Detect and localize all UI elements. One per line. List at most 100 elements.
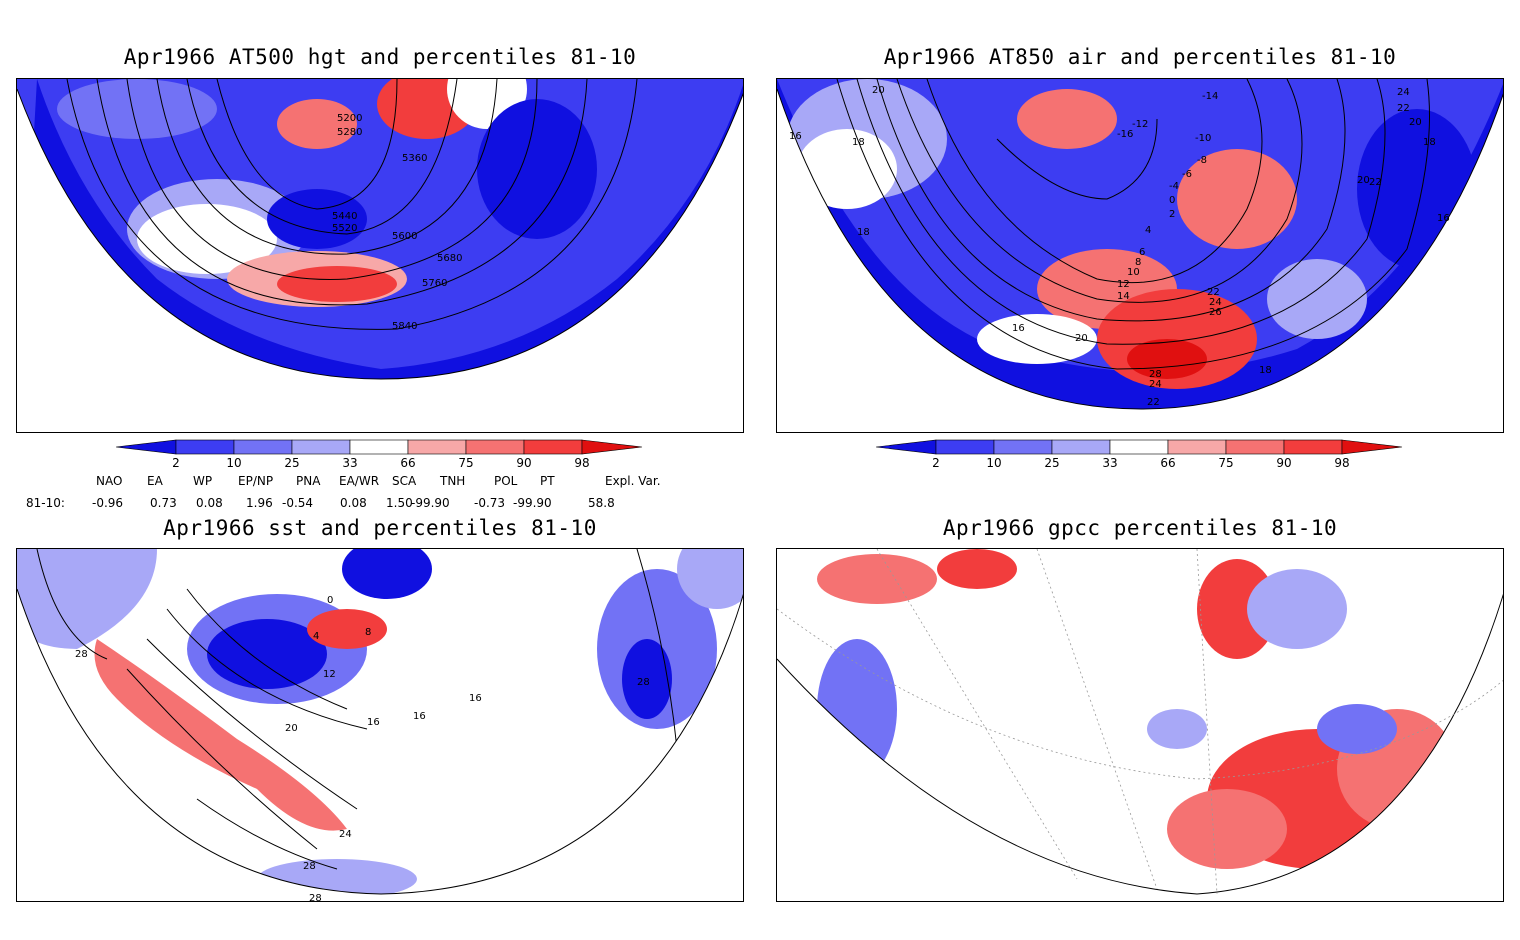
panel2-map: 20 16 18 18 -14 -12 -16 -10 -8 -6 -4 0 2… (776, 78, 1504, 433)
panel3-title: Apr1966 sst and percentiles 81-10 (163, 516, 597, 540)
index-value: -0.54 (282, 496, 314, 510)
contour-label: 22 (1397, 103, 1410, 114)
contour-label: 24 (1397, 87, 1410, 98)
contour-label: 5840 (392, 321, 417, 332)
index-header: WP (193, 474, 213, 488)
colorbar-swatches (876, 439, 1403, 455)
contour-label: 20 (872, 85, 885, 96)
contour-label: -10 (1195, 133, 1211, 144)
contour-label: 18 (852, 137, 865, 148)
panel1-map-svg: 5200 5280 5360 5440 5520 5600 5680 5760 … (17, 79, 743, 380)
contour-label: 24 (1149, 379, 1162, 390)
panel4-shading (777, 549, 1503, 894)
contour-label: 5360 (402, 153, 427, 164)
panel3-map-svg: 28 0 4 8 12 16 20 24 28 28 16 16 28 (17, 549, 743, 902)
contour-label: 18 (1259, 365, 1272, 376)
panel2-title: Apr1966 AT850 air and percentiles 81-10 (883, 45, 1397, 69)
index-value: -0.73 (474, 496, 506, 510)
contour-label: 4 (1145, 225, 1151, 236)
colorbar-top-right: 2 10 25 33 66 75 90 98 (876, 439, 1406, 479)
contour-label: 5680 (437, 253, 462, 264)
index-value: -99.90 (411, 496, 450, 510)
index-header: EA (147, 474, 163, 488)
colorbar-label: 98 (574, 456, 590, 470)
contour-label: 28 (1149, 369, 1162, 380)
colorbar-label: 10 (986, 456, 1002, 470)
panel1-title: Apr1966 AT500 hgt and percentiles 81-10 (123, 45, 637, 69)
colorbar-label: 25 (284, 456, 300, 470)
colorbar-top-left: 2 10 25 33 66 75 90 98 (116, 439, 646, 479)
index-header: EP/NP (238, 474, 274, 488)
colorbar-label: 2 (932, 456, 940, 470)
contour-label: 16 (789, 131, 802, 142)
contour-label: 28 (637, 677, 650, 688)
index-header: Expl. Var. (605, 474, 661, 488)
contour-label: 0 (1169, 195, 1175, 206)
contour-label: -8 (1197, 155, 1207, 166)
index-value: 58.8 (588, 496, 615, 510)
colorbar-label: 10 (226, 456, 242, 470)
panel3-contours (36, 549, 678, 870)
panel1-map: 5200 5280 5360 5440 5520 5600 5680 5760 … (16, 78, 744, 433)
index-value: 1.50 (386, 496, 413, 510)
contour-label: 5200 (337, 113, 362, 124)
contour-label: 5600 (392, 231, 417, 242)
index-value: 0.08 (340, 496, 367, 510)
colorbar-swatches (116, 439, 643, 455)
contour-label: 22 (1369, 177, 1382, 188)
contour-label: 5440 (332, 211, 357, 222)
index-row-label: 81-10: (26, 496, 65, 510)
contour-label: 26 (1209, 307, 1222, 318)
panel3-shading (17, 549, 743, 894)
index-header: SCA (392, 474, 417, 488)
colorbar-label: 90 (1276, 456, 1292, 470)
contour-label: 20 (1357, 175, 1370, 186)
contour-label: 20 (1075, 333, 1088, 344)
contour-label: 28 (75, 649, 88, 660)
contour-label: 2 (1169, 209, 1175, 220)
colorbar-label: 98 (1334, 456, 1350, 470)
contour-label: -6 (1182, 169, 1192, 180)
contour-label: 5760 (422, 278, 447, 289)
panel2-contours (836, 79, 1430, 370)
contour-label: -4 (1169, 181, 1179, 192)
colorbar-label: 66 (1160, 456, 1176, 470)
panel1-contours (66, 79, 638, 330)
teleconnection-indices: NAO EA WP EP/NP PNA EA/WR SCA TNH POL PT… (0, 474, 760, 514)
index-value: -0.96 (92, 496, 124, 510)
contour-label: 18 (1423, 137, 1436, 148)
contour-label: 14 (1117, 291, 1130, 302)
contour-label: 28 (303, 861, 316, 872)
index-value: 0.73 (150, 496, 177, 510)
index-header: TNH (440, 474, 466, 488)
panel4-title: Apr1966 gpcc percentiles 81-10 (942, 516, 1338, 540)
index-header: PT (540, 474, 555, 488)
contour-label: -16 (1117, 129, 1133, 140)
contour-label: 16 (1012, 323, 1025, 334)
contour-label: 16 (413, 711, 426, 722)
contour-label: 20 (285, 723, 298, 734)
contour-label: 28 (309, 893, 322, 902)
contour-label: 0 (327, 595, 333, 606)
contour-label: 24 (1209, 297, 1222, 308)
colorbar-label: 25 (1044, 456, 1060, 470)
colorbar-label: 75 (1218, 456, 1234, 470)
contour-label: 6 (1139, 247, 1145, 258)
panel3-map: 28 0 4 8 12 16 20 24 28 28 16 16 28 (16, 548, 744, 902)
contour-label: -14 (1202, 91, 1218, 102)
contour-label: 24 (339, 829, 352, 840)
colorbar-label: 33 (1102, 456, 1118, 470)
contour-label: 16 (367, 717, 380, 728)
panel4-map (776, 548, 1504, 902)
contour-label: 16 (1437, 213, 1450, 224)
contour-label: -12 (1132, 119, 1148, 130)
contour-label: 16 (469, 693, 482, 704)
index-header: NAO (96, 474, 123, 488)
index-header: EA/WR (339, 474, 380, 488)
index-value: -99.90 (513, 496, 552, 510)
colorbar-label: 75 (458, 456, 474, 470)
colorbar-label: 2 (172, 456, 180, 470)
index-header: PNA (296, 474, 321, 488)
index-value: 0.08 (196, 496, 223, 510)
contour-label: 8 (365, 627, 371, 638)
